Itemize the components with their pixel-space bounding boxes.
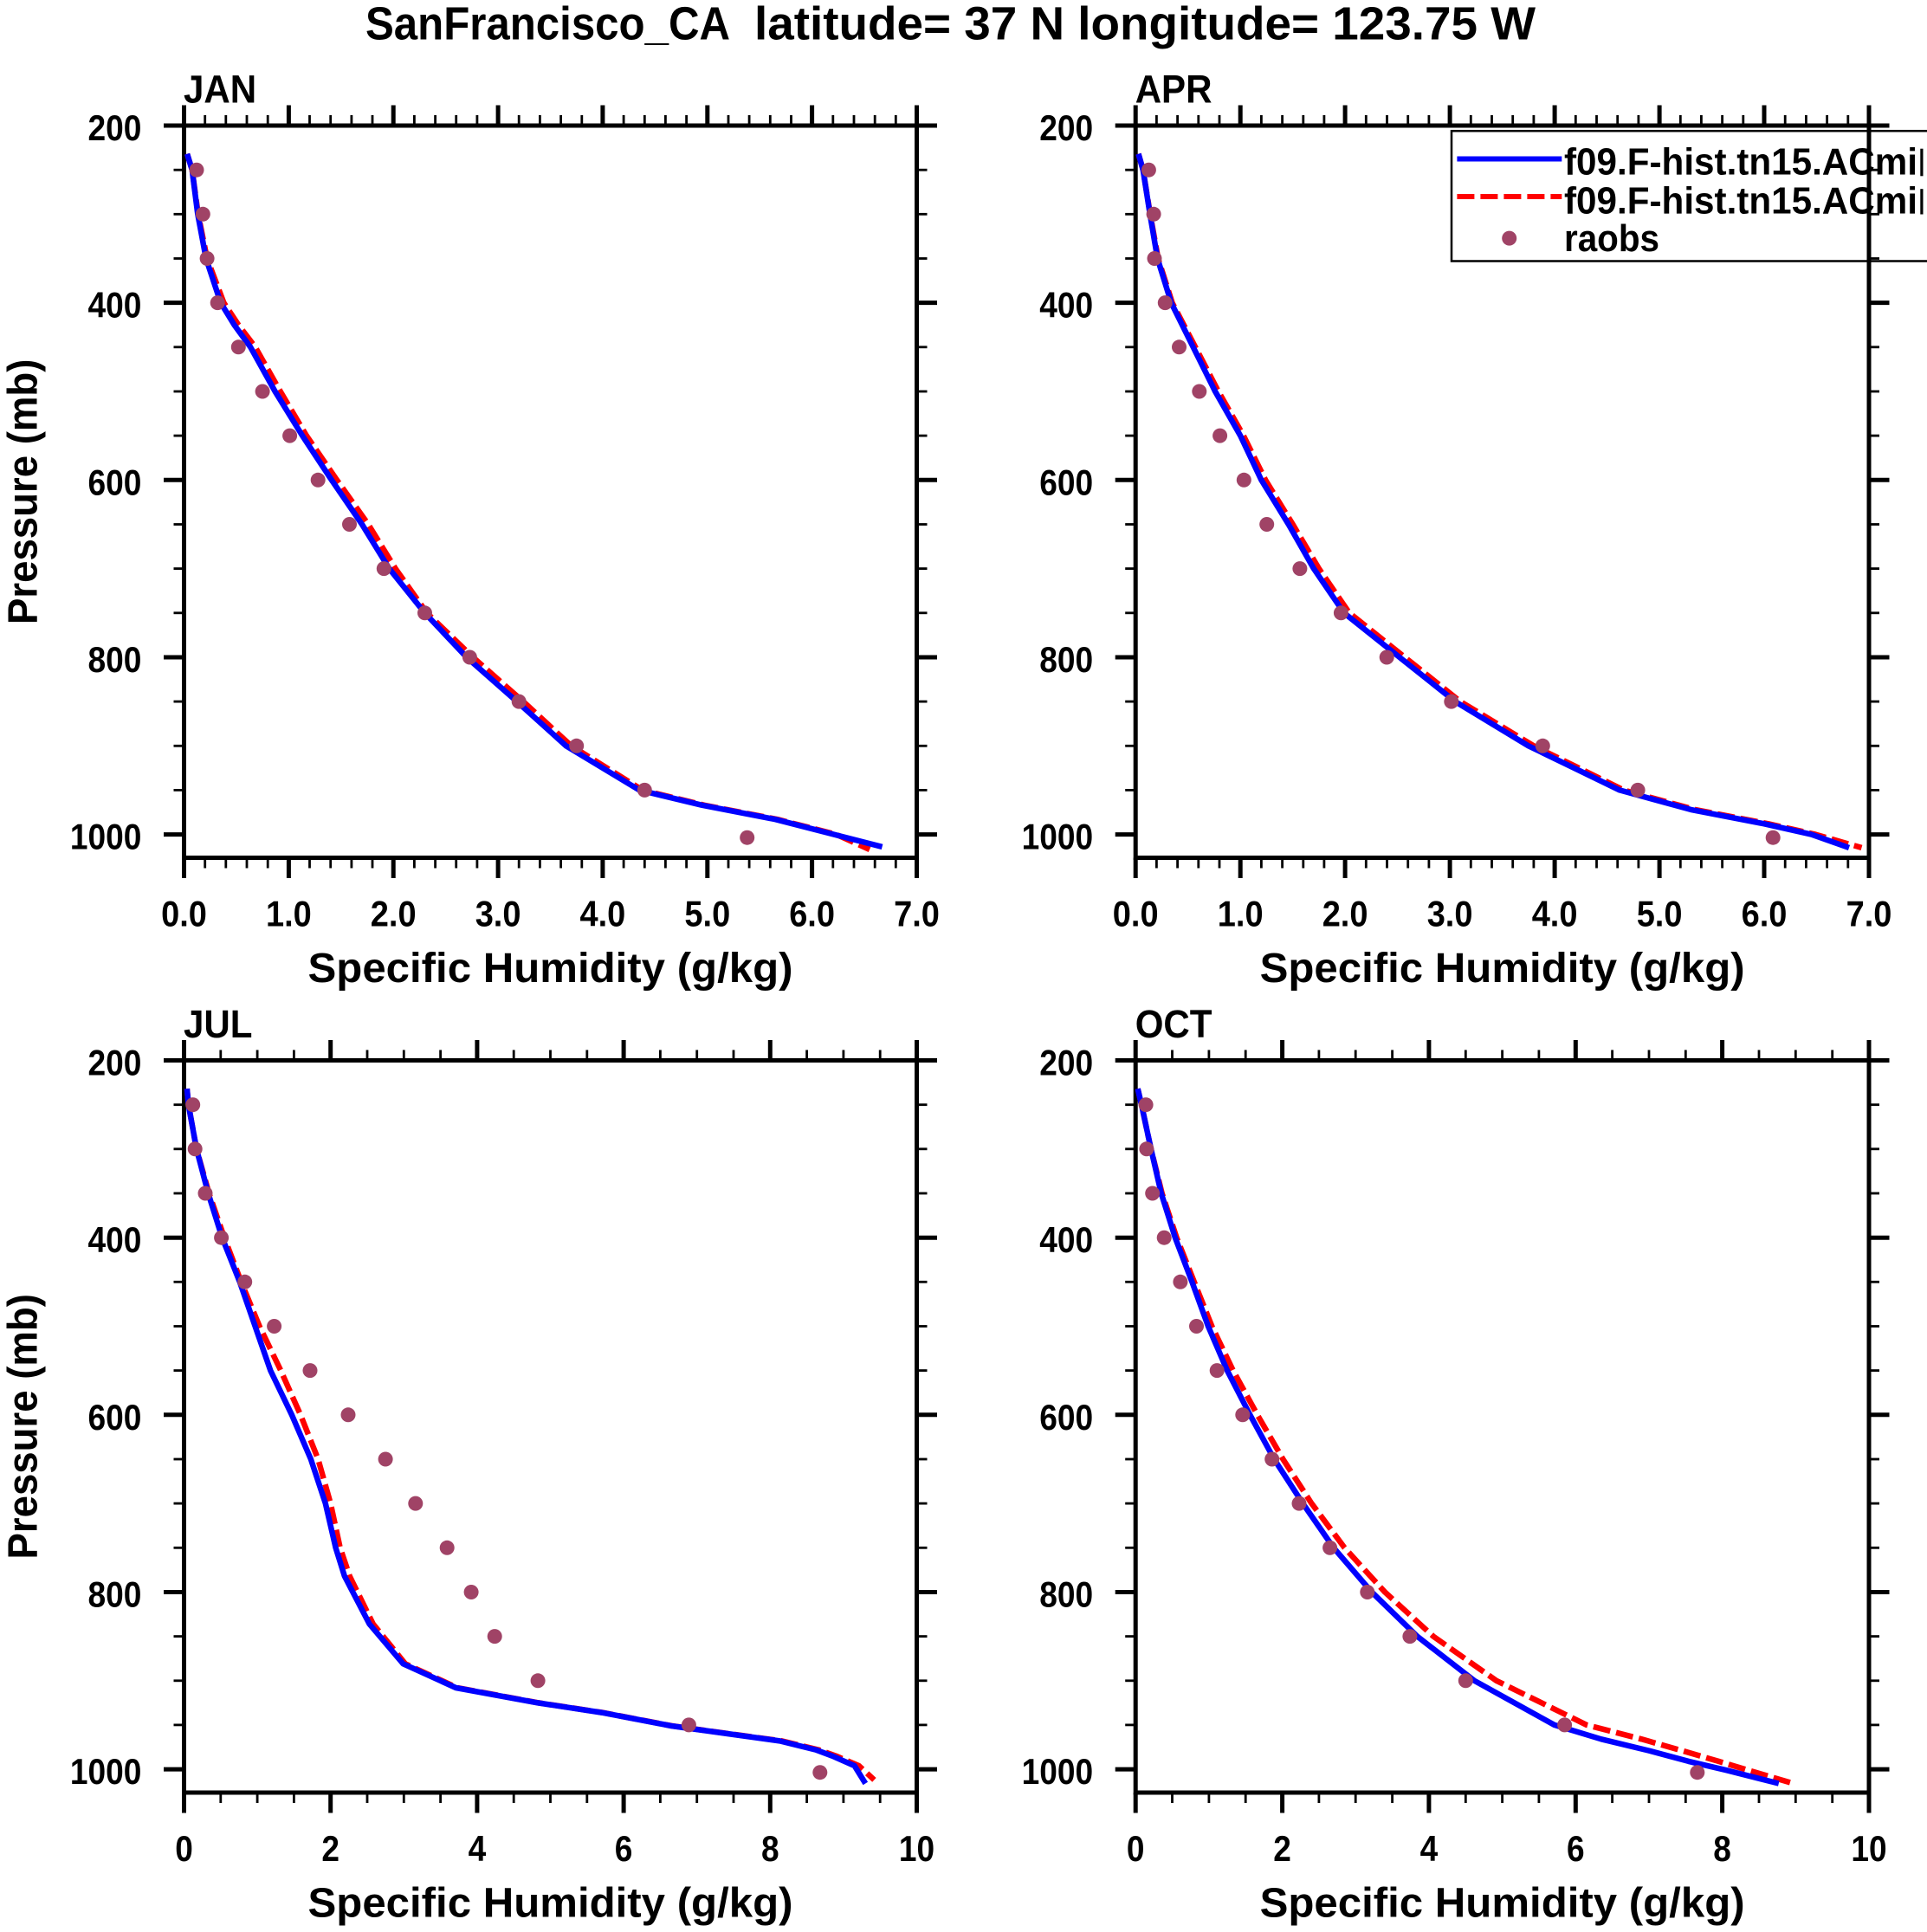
svg-text:Specific Humidity (g/kg): Specific Humidity (g/kg) bbox=[308, 945, 793, 992]
svg-text:APR: APR bbox=[1135, 68, 1212, 112]
svg-text:200: 200 bbox=[1039, 1043, 1093, 1083]
svg-text:Specific Humidity (g/kg): Specific Humidity (g/kg) bbox=[308, 1880, 793, 1927]
svg-text:2: 2 bbox=[1273, 1828, 1291, 1869]
svg-text:8: 8 bbox=[761, 1828, 779, 1869]
svg-text:4: 4 bbox=[1420, 1828, 1439, 1869]
svg-text:1.0: 1.0 bbox=[266, 894, 312, 934]
svg-text:1.0: 1.0 bbox=[1218, 894, 1264, 934]
svg-text:800: 800 bbox=[1039, 639, 1093, 680]
svg-text:6.0: 6.0 bbox=[789, 894, 835, 934]
svg-text:4: 4 bbox=[469, 1828, 487, 1869]
svg-text:800: 800 bbox=[88, 1574, 142, 1615]
svg-text:200: 200 bbox=[1039, 107, 1093, 148]
svg-text:8: 8 bbox=[1713, 1828, 1731, 1869]
svg-text:3.0: 3.0 bbox=[475, 894, 521, 934]
svg-text:800: 800 bbox=[88, 639, 142, 680]
svg-text:400: 400 bbox=[88, 285, 142, 326]
svg-text:400: 400 bbox=[1039, 285, 1093, 326]
svg-text:0: 0 bbox=[175, 1828, 193, 1869]
svg-text:0.0: 0.0 bbox=[1113, 894, 1159, 934]
svg-text:SanFrancisco_CA: SanFrancisco_CA bbox=[365, 0, 730, 49]
svg-text:2.0: 2.0 bbox=[1322, 894, 1368, 934]
svg-text:7.0: 7.0 bbox=[894, 894, 940, 934]
svg-text:4.0: 4.0 bbox=[1532, 894, 1578, 934]
svg-text:5.0: 5.0 bbox=[1637, 894, 1683, 934]
svg-text:200: 200 bbox=[88, 1043, 142, 1083]
svg-text:600: 600 bbox=[1039, 462, 1093, 502]
svg-text:800: 800 bbox=[1039, 1574, 1093, 1615]
svg-text:Specific Humidity (g/kg): Specific Humidity (g/kg) bbox=[1260, 945, 1745, 992]
svg-text:1000: 1000 bbox=[70, 1751, 142, 1792]
svg-text:OCT: OCT bbox=[1135, 1002, 1212, 1046]
svg-text:3.0: 3.0 bbox=[1427, 894, 1473, 934]
svg-text:1000: 1000 bbox=[1022, 817, 1094, 857]
svg-text:1000: 1000 bbox=[1022, 1751, 1094, 1792]
svg-text:Specific Humidity (g/kg): Specific Humidity (g/kg) bbox=[1260, 1880, 1745, 1927]
svg-text:0.0: 0.0 bbox=[161, 894, 207, 934]
svg-text:600: 600 bbox=[1039, 1397, 1093, 1438]
svg-text:400: 400 bbox=[1039, 1219, 1093, 1260]
svg-text:raobs: raobs bbox=[1564, 218, 1659, 260]
svg-text:2.0: 2.0 bbox=[371, 894, 417, 934]
svg-text:1000: 1000 bbox=[70, 817, 142, 857]
svg-text:0: 0 bbox=[1127, 1828, 1145, 1869]
svg-text:JAN: JAN bbox=[184, 68, 256, 112]
svg-text:Pressure (mb): Pressure (mb) bbox=[0, 359, 47, 624]
svg-text:latitude= 37 N longitude= 123.: latitude= 37 N longitude= 123.75 W bbox=[754, 0, 1536, 49]
svg-text:7.0: 7.0 bbox=[1846, 894, 1892, 934]
svg-text:400: 400 bbox=[88, 1219, 142, 1260]
svg-text:6: 6 bbox=[615, 1828, 633, 1869]
svg-text:Pressure (mb): Pressure (mb) bbox=[0, 1294, 47, 1559]
svg-text:f09.F-hist.tn15.ACmi: f09.F-hist.tn15.ACmi bbox=[1564, 180, 1917, 222]
svg-text:6: 6 bbox=[1567, 1828, 1585, 1869]
svg-text:200: 200 bbox=[88, 107, 142, 148]
svg-text:600: 600 bbox=[88, 462, 142, 502]
svg-text:10: 10 bbox=[1851, 1828, 1886, 1869]
svg-text:6.0: 6.0 bbox=[1742, 894, 1788, 934]
svg-text:5.0: 5.0 bbox=[684, 894, 730, 934]
svg-text:2: 2 bbox=[321, 1828, 339, 1869]
svg-text:600: 600 bbox=[88, 1397, 142, 1438]
svg-text:10: 10 bbox=[899, 1828, 934, 1869]
svg-text:JUL: JUL bbox=[184, 1002, 253, 1046]
svg-text:f09.F-hist.tn15.ACmi: f09.F-hist.tn15.ACmi bbox=[1564, 142, 1917, 184]
svg-text:4.0: 4.0 bbox=[580, 894, 626, 934]
